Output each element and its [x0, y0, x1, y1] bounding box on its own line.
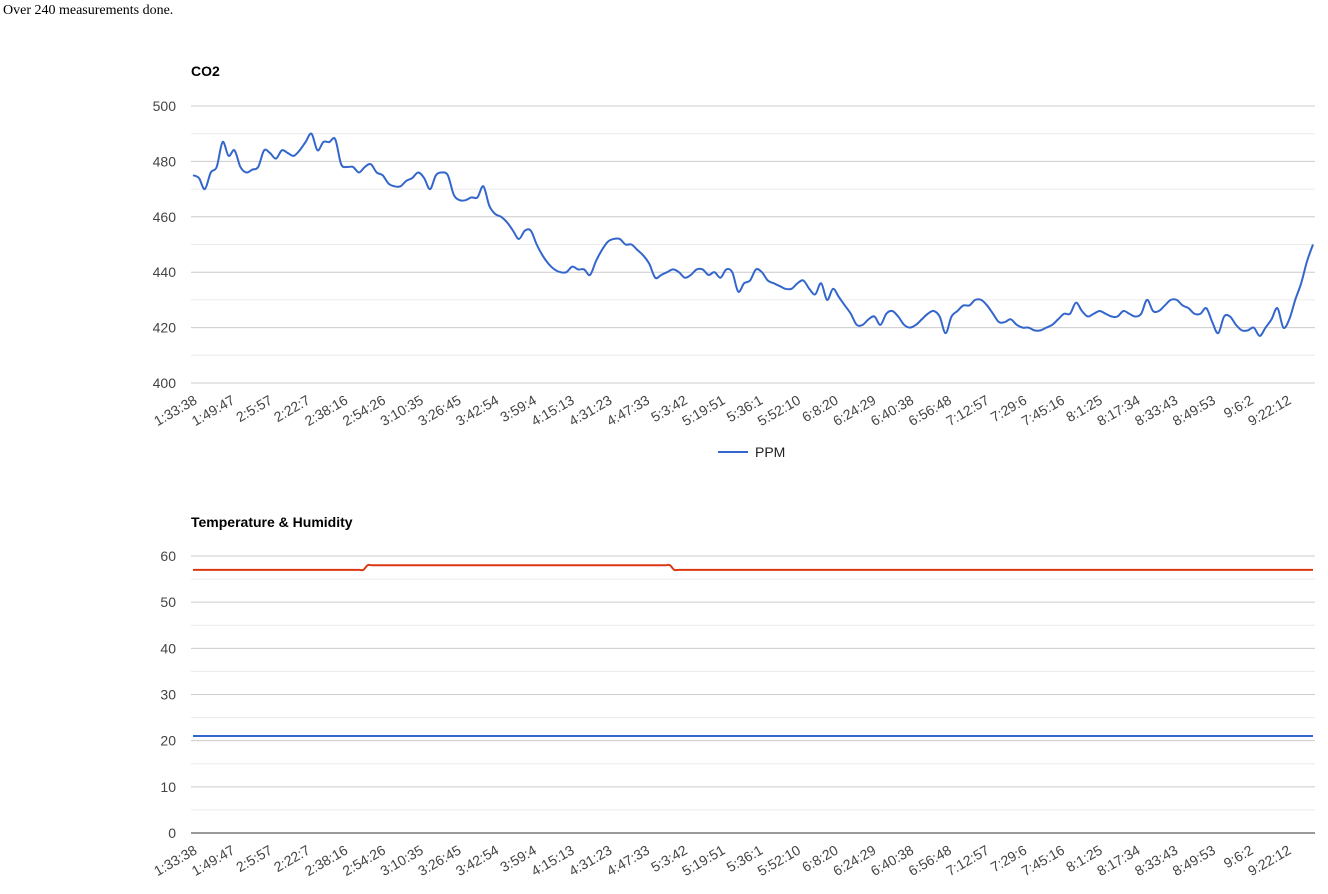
th-x-tick-label: 1:33:38	[151, 842, 200, 879]
co2-series-line-0	[192, 132, 1314, 337]
co2-y-tick-label: 480	[153, 153, 177, 169]
th-y-tick-label: 0	[168, 825, 176, 841]
th-x-tick-label: 2:54:26	[340, 842, 389, 879]
co2-y-tick-label: 460	[153, 209, 177, 225]
th-series-line-0	[193, 563, 1313, 572]
co2-x-tick-label: 2:38:16	[302, 392, 351, 429]
th-x-tick-label: 4:47:33	[604, 842, 653, 879]
co2-y-tick-label: 420	[153, 320, 177, 336]
measurement-status-text: Over 240 measurements done.	[3, 3, 174, 18]
th-x-tick-label: 1:49:47	[189, 842, 238, 879]
co2-y-tick-label: 440	[153, 264, 177, 280]
th-y-tick-label: 30	[160, 687, 176, 703]
co2-x-tick-label: 5:19:51	[679, 392, 728, 429]
co2-y-tick-label: 500	[153, 98, 177, 114]
th-y-tick-label: 10	[160, 779, 176, 795]
th-y-tick-label: 50	[160, 594, 176, 610]
th-x-tick-label: 5:52:10	[755, 842, 804, 879]
co2-legend-label: PPM	[755, 444, 785, 460]
co2-x-tick-label: 4:31:23	[566, 392, 615, 429]
th-y-tick-label: 20	[160, 733, 176, 749]
co2-x-tick-label: 3:26:45	[415, 392, 464, 429]
co2-x-tick-label: 7:45:16	[1019, 392, 1068, 429]
th-y-tick-label: 60	[160, 548, 176, 564]
th-x-tick-label: 7:45:16	[1019, 842, 1068, 879]
co2-title: CO2	[191, 63, 220, 79]
co2-x-tick-label: 4:47:33	[604, 392, 653, 429]
co2-y-tick-label: 400	[153, 375, 177, 391]
th-x-tick-label: 3:42:54	[453, 842, 502, 879]
th-y-tick-label: 40	[160, 640, 176, 656]
temperature-humidity-chart-svg: Temperature & Humidity 0 10 20 30 40 50 60 1:33:…	[151, 514, 1315, 879]
th-x-tick-label: 7:12:57	[943, 842, 992, 879]
co2-x-tick-label: 9:22:12	[1245, 392, 1294, 429]
th-x-tick-label: 8:49:53	[1170, 842, 1219, 879]
co2-x-tick-label: 1:49:47	[189, 392, 238, 429]
th-x-tick-label: 8:33:43	[1132, 842, 1181, 879]
co2-chart: CO2 400 420 440 460 480 500 1:33:38 1:49:47 2:5:5…	[0, 50, 1328, 470]
th-x-tick-label: 2:5:57	[233, 842, 275, 875]
th-x-tick-label: 3:26:45	[415, 842, 464, 879]
co2-x-tick-label: 3:10:35	[377, 392, 426, 429]
th-x-tick-label: 4:31:23	[566, 842, 615, 879]
th-x-tick-label: 3:10:35	[377, 842, 426, 879]
co2-chart-svg: CO2 400 420 440 460 480 500 1:33:381:49:472:5:5…	[151, 63, 1315, 460]
th-x-tick-label: 9:22:12	[1245, 842, 1294, 879]
co2-x-tick-label: 8:49:53	[1170, 392, 1219, 429]
co2-x-tick-label: 5:52:10	[755, 392, 804, 429]
co2-x-tick-label: 7:12:57	[943, 392, 992, 429]
th-x-tick-label: 5:19:51	[679, 842, 728, 879]
co2-x-tick-label: 6:24:29	[830, 392, 879, 429]
co2-x-tick-label: 8:33:43	[1132, 392, 1181, 429]
th-x-tick-label: 6:56:48	[906, 842, 955, 879]
co2-x-tick-label: 1:33:38	[151, 392, 200, 429]
th-x-tick-label: 6:24:29	[830, 842, 879, 879]
co2-x-tick-label: 2:5:57	[233, 392, 275, 425]
temperature-humidity-chart: Temperature & Humidity 0 10 20 30 40 50 60 1:33:…	[0, 500, 1328, 894]
co2-x-tick-label: 3:42:54	[453, 392, 502, 429]
co2-x-tick-label: 6:56:48	[906, 392, 955, 429]
co2-x-tick-label: 2:54:26	[340, 392, 389, 429]
th-title: Temperature & Humidity	[191, 514, 353, 530]
th-x-tick-label: 2:38:16	[302, 842, 351, 879]
